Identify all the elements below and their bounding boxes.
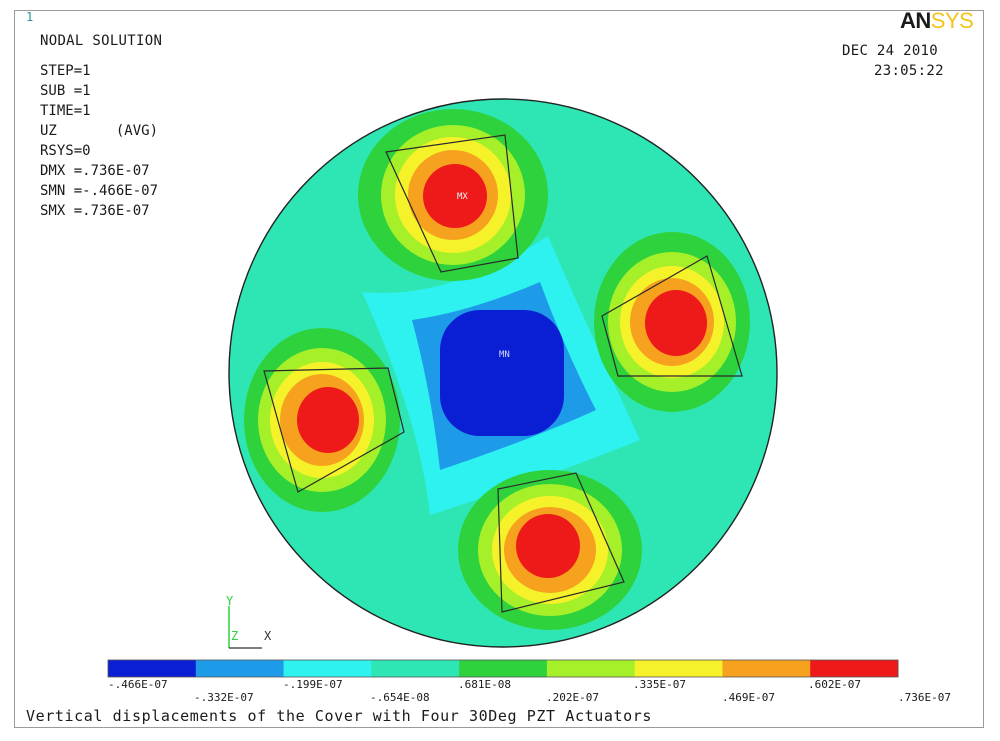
date-text: DEC 24 2010 [842,43,939,59]
disc-contours [229,99,777,647]
legend-swatch-4 [371,660,460,677]
legend-swatch-2 [195,660,285,677]
legend-label-top-4: .335E-07 [633,678,686,691]
bump-right [594,232,750,412]
legend-label-top-2: -.199E-07 [283,678,343,691]
stat-dmx: DMX =.736E-07 [40,163,150,179]
ansys-logo: ANSYS [900,8,974,34]
legend-colorbar-border [107,659,899,678]
triad-z-label: Z [231,629,238,643]
actuator-outline-bottom [497,472,625,613]
legend-swatch-3 [283,660,372,677]
legend-swatch-9 [810,660,899,677]
min-zone-core [440,310,564,436]
bump-top [358,109,548,281]
bump-bottom [458,470,642,630]
legend-swatch-5 [459,660,548,677]
triad-y-label: Y [226,594,234,608]
legend-label-bottom-4: .469E-07 [722,691,775,704]
legend-swatch-7 [634,660,723,677]
legend-label-bottom-3: .202E-07 [546,691,599,704]
window-number: 1 [26,10,34,24]
stat-smx: SMX =.736E-07 [40,203,150,219]
legend-label-top-5: .602E-07 [808,678,861,691]
logo-text-left: AN [900,8,931,33]
max-marker: MX [457,192,468,202]
actuator-outline-right [601,255,743,377]
legend-label-bottom-2: -.654E-08 [370,691,430,704]
legend-label-top-1: -.466E-07 [108,678,168,691]
legend-colorbar [107,659,899,678]
stat-step: STEP=1 [40,63,91,79]
legend-label-bottom-1: -.332E-07 [194,691,254,704]
legend-swatch-8 [722,660,811,677]
solution-title: NODAL SOLUTION [40,33,163,49]
stat-uz: UZ (AVG) [40,123,159,139]
triad-x-label: X [264,629,272,643]
legend-swatch-1 [108,660,197,677]
legend-label-bottom-5: .736E-07 [898,691,951,704]
bump-left [244,328,400,512]
stat-smn: SMN =-.466E-07 [40,183,159,199]
legend-swatch-6 [546,660,636,677]
stat-time: TIME=1 [40,103,91,119]
axis-triad: Y Z X [226,594,272,649]
legend-label-top-3: .681E-08 [458,678,511,691]
min-marker: MN [499,350,510,360]
figure-caption: Vertical displacements of the Cover with… [26,707,652,725]
actuator-outline-top [385,134,519,273]
time-text: 23:05:22 [874,63,944,79]
logo-text-right: SYS [930,8,974,33]
stat-rsys: RSYS=0 [40,143,91,159]
stat-sub: SUB =1 [40,83,91,99]
actuator-outline-left [263,367,405,493]
disc-outline [228,98,778,648]
